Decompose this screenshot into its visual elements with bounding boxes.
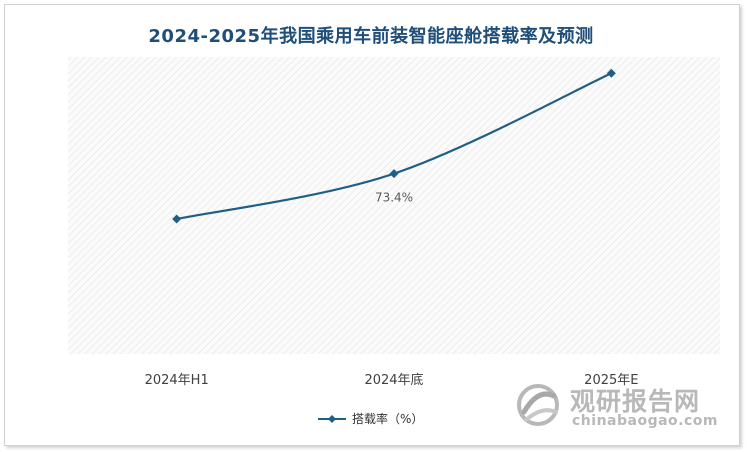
watermark-logo-icon — [517, 384, 559, 426]
watermark-url: chinabaogao.com — [572, 413, 718, 429]
plot-area — [68, 57, 720, 354]
x-tick-label: 2024年底 — [364, 372, 423, 388]
data-label: 73.4% — [375, 191, 413, 205]
x-tick-label: 2025年E — [584, 373, 638, 388]
watermark: 观研报告网 chinabaogao.com — [512, 380, 734, 436]
chart-title: 2024-2025年我国乘用车前装智能座舱搭载率及预测 — [148, 26, 594, 47]
data-point-marker — [606, 68, 616, 78]
legend: 搭载率（%） — [318, 410, 423, 427]
legend-marker — [318, 414, 346, 423]
x-tick-label: 2024年H1 — [145, 373, 209, 388]
data-point-marker — [389, 169, 399, 179]
legend-label: 搭载率（%） — [352, 412, 424, 426]
data-point-marker — [172, 214, 182, 224]
watermark-name: 观研报告网 — [570, 387, 701, 416]
